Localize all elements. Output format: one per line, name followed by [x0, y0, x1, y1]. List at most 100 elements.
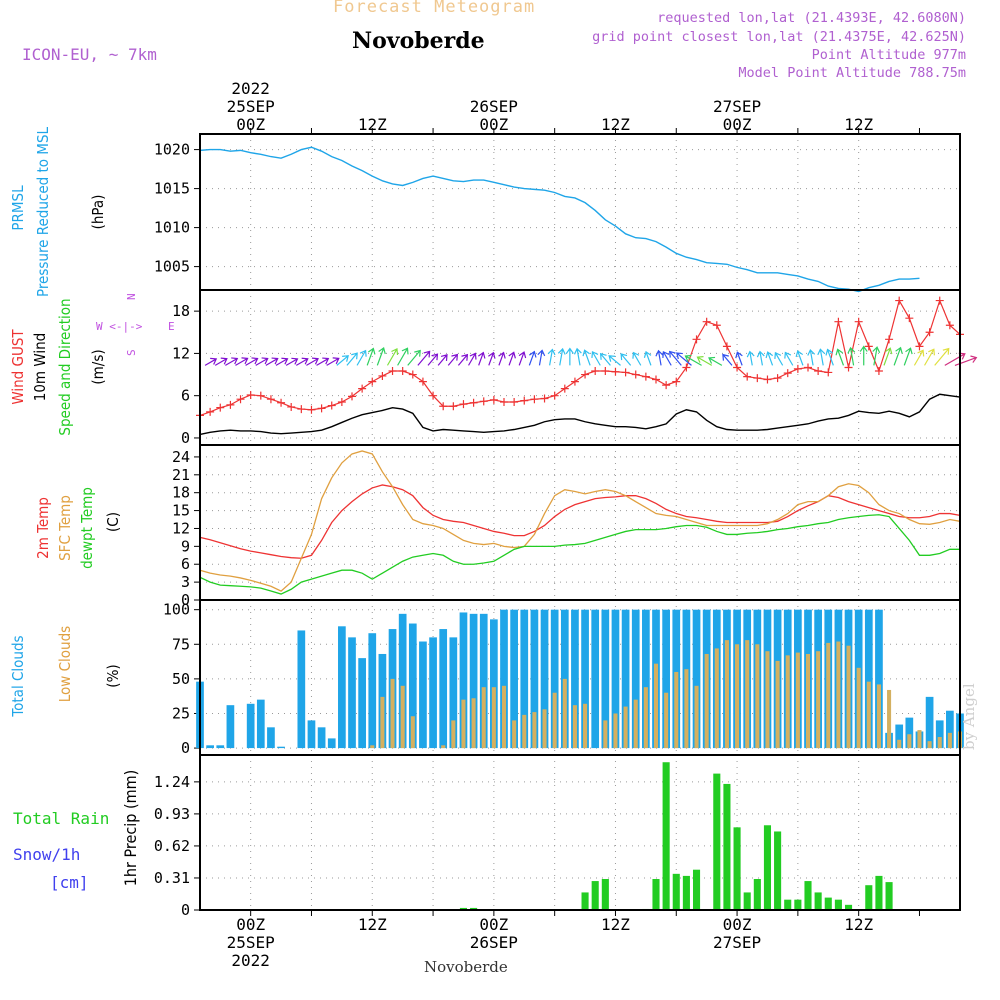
y-tick-label: 25: [172, 704, 190, 722]
gust-marker: [266, 395, 275, 404]
gust-marker: [824, 368, 833, 377]
requested-coords: requested lon,lat (21.4393E, 42.6080N): [657, 10, 966, 26]
wind-arrow: [488, 351, 496, 366]
total-clouds-bar: [429, 637, 437, 749]
sfc-temp-line: [199, 450, 961, 592]
low-clouds-bar: [714, 648, 719, 749]
y-tick-label: 18: [172, 484, 190, 502]
y-tick-label: 24: [172, 448, 190, 466]
low-clouds-bar: [390, 678, 395, 749]
wind-arrow: [477, 351, 486, 366]
y-tick-label: 75: [172, 635, 190, 653]
total-clouds-bar: [611, 609, 620, 749]
y-tick-label: 0: [181, 739, 190, 757]
wind-arrow: [255, 357, 269, 366]
wind-arrow: [582, 349, 591, 366]
panel-frame-temperature: [199, 444, 961, 601]
wind-arrow: [859, 345, 868, 366]
gust-marker: [206, 407, 215, 416]
top-time-label: 12Z: [844, 115, 873, 134]
wind-arrow: [795, 350, 804, 366]
total-clouds-bar: [550, 609, 559, 749]
total-clouds-bar: [571, 609, 579, 749]
wind-arrow: [245, 357, 259, 366]
total-clouds-bar: [530, 609, 539, 749]
wind-arrow: [447, 353, 459, 366]
wind-arrow: [437, 354, 448, 366]
wind-arrow: [883, 347, 893, 366]
bottom-time-label: 00Z: [236, 915, 265, 934]
gust-marker: [763, 375, 772, 384]
temp-2m-line: [199, 484, 961, 559]
rain-bar: [804, 881, 812, 910]
wind-arrow: [573, 347, 582, 366]
wind-arrow: [708, 356, 723, 366]
total-clouds-bar: [408, 623, 417, 749]
low-clouds-bar: [947, 732, 952, 749]
rain-bar: [723, 783, 731, 910]
gust-marker: [682, 363, 691, 372]
top-time-label: 25SEP: [227, 97, 275, 116]
temp-2m-label: 2m Temp: [34, 497, 52, 559]
y-tick-label: 1020: [154, 141, 190, 159]
wind-speed-dir-label: Speed and Direction: [56, 298, 74, 435]
top-time-label: 00Z: [479, 115, 508, 134]
wind-arrow: [756, 350, 765, 366]
wind-speed-line: [199, 393, 961, 436]
gust-marker: [793, 364, 802, 373]
gust-marker: [378, 371, 387, 380]
rain-bar: [865, 885, 873, 910]
low-clouds-bar: [907, 734, 912, 749]
wind-arrow: [774, 351, 784, 366]
gust-marker: [611, 367, 620, 376]
pressure-label-prmsl: PRMSL: [9, 185, 27, 231]
total-clouds-bar: [348, 637, 356, 749]
total-clouds-bar: [469, 613, 478, 749]
low-clouds-bar: [917, 730, 922, 749]
wind-arrow: [356, 349, 367, 366]
low-clouds-bar: [491, 687, 496, 749]
total-clouds-bar: [946, 710, 954, 749]
wind-arrow: [765, 351, 774, 366]
y-tick-label: 0.93: [154, 805, 190, 823]
y-tick-label: 21: [172, 466, 190, 484]
wind-arrow: [599, 352, 611, 366]
low-clouds-bar: [623, 706, 628, 749]
gust-marker: [560, 384, 569, 393]
wind-arrow: [306, 357, 319, 366]
total-clouds-bar: [267, 727, 275, 749]
rain-bar: [682, 875, 690, 910]
point-altitude: Point Altitude 977m: [811, 47, 966, 63]
wind-arrow: [784, 351, 794, 366]
y-tick-label: 0.31: [154, 869, 190, 887]
rain-bar: [763, 825, 772, 910]
gust-marker: [388, 367, 397, 376]
wind-arrow: [662, 350, 672, 366]
y-tick-label: 15: [172, 502, 190, 520]
gust-marker: [368, 377, 377, 386]
wind-arrow: [632, 351, 642, 366]
wind-arrow: [235, 357, 249, 366]
gust-marker: [550, 391, 559, 400]
low-clouds-bar: [613, 713, 618, 749]
gust-marker: [236, 395, 245, 404]
gust-marker: [773, 374, 782, 383]
total-clouds-bar: [256, 699, 265, 749]
low-clouds-bar: [532, 712, 537, 749]
wind-arrow: [285, 357, 299, 366]
total-clouds-bar: [895, 724, 904, 749]
low-clouds-bar: [643, 687, 648, 749]
y-tick-label: 12: [172, 344, 190, 362]
wind-arrow: [468, 352, 477, 366]
compass-s: S: [125, 349, 138, 356]
gust-marker: [652, 375, 660, 384]
low-clouds-bar: [512, 720, 517, 749]
y-tick-label: 1010: [154, 219, 190, 237]
total-clouds-bar: [419, 641, 427, 749]
wind-arrow: [591, 350, 601, 366]
gust-marker: [500, 398, 508, 407]
wind-arrow: [746, 350, 755, 366]
rain-bar: [753, 879, 761, 910]
panel-frame-precipitation: [199, 754, 961, 911]
